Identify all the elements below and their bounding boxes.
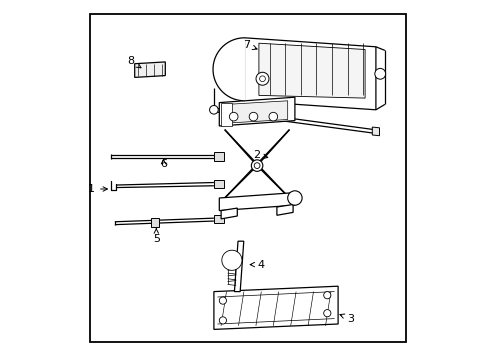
- Circle shape: [209, 105, 218, 114]
- Text: 6: 6: [160, 159, 167, 169]
- Circle shape: [222, 250, 242, 270]
- Polygon shape: [219, 97, 294, 126]
- Polygon shape: [219, 193, 294, 211]
- Text: 4: 4: [250, 260, 264, 270]
- Text: 3: 3: [339, 314, 353, 324]
- Circle shape: [229, 112, 238, 121]
- Bar: [89, 14, 406, 342]
- Polygon shape: [213, 152, 224, 161]
- Circle shape: [287, 191, 302, 205]
- Circle shape: [374, 68, 385, 79]
- Polygon shape: [151, 218, 159, 227]
- Circle shape: [323, 310, 330, 317]
- Polygon shape: [276, 204, 292, 215]
- Circle shape: [254, 163, 260, 168]
- Text: 5: 5: [152, 229, 160, 244]
- Polygon shape: [244, 38, 375, 110]
- Polygon shape: [234, 241, 244, 292]
- Circle shape: [259, 76, 265, 82]
- Circle shape: [256, 72, 268, 85]
- Polygon shape: [213, 38, 244, 101]
- Polygon shape: [226, 101, 287, 123]
- Polygon shape: [213, 286, 337, 329]
- Text: 7: 7: [242, 40, 257, 50]
- Polygon shape: [221, 208, 237, 219]
- Circle shape: [268, 112, 277, 121]
- Circle shape: [224, 251, 239, 267]
- Polygon shape: [371, 127, 379, 136]
- Polygon shape: [221, 103, 231, 126]
- Circle shape: [251, 160, 263, 171]
- Polygon shape: [213, 180, 224, 188]
- Text: 2: 2: [253, 150, 267, 160]
- Circle shape: [219, 297, 226, 304]
- Text: 8: 8: [127, 56, 141, 68]
- Circle shape: [249, 112, 257, 121]
- Polygon shape: [213, 215, 224, 223]
- Text: 1: 1: [88, 184, 107, 194]
- Polygon shape: [134, 62, 165, 77]
- Polygon shape: [258, 43, 365, 98]
- Circle shape: [227, 255, 236, 264]
- Circle shape: [219, 317, 226, 324]
- Circle shape: [323, 292, 330, 299]
